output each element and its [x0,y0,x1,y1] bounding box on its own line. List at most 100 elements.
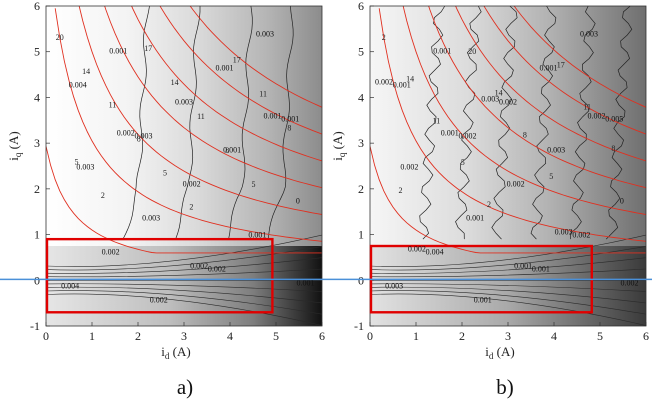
black-contour-label: 0.001 [296,279,314,288]
black-contour-label: 0.003 [256,29,274,38]
y-axis-label: iq (A) [6,131,23,160]
red-contour-label: 2 [189,203,193,212]
black-contour-line [570,6,596,240]
black-contour-line [491,6,518,240]
red-contour-label: 11 [109,101,117,110]
black-contour-label: 0.001 [441,128,459,137]
contour-fill-upper [46,6,322,246]
red-contour-label: 8 [225,146,229,155]
black-contour-label: 0.001 [109,46,127,55]
highlight-box [45,237,274,314]
red-contour-label: 5 [75,157,79,166]
red-contour-label: 11 [433,116,441,125]
y-tick-label: 1 [34,228,40,242]
black-contour-label: 0.004 [61,282,79,291]
black-contour-label: 0.002 [400,162,418,171]
x-axis-label: id (A) [161,344,190,361]
fan-contour-line [370,290,646,315]
y-tick-label: 2 [358,182,364,196]
y-tick-label: 0 [34,273,40,287]
y-tick-label: 4 [358,90,364,104]
red-contour-label: 8 [287,123,291,132]
black-contour-label: 0.002 [183,179,201,188]
red-contour-label: 11 [197,112,205,121]
y-tick-label: 4 [34,90,40,104]
fan-contour-line [46,293,322,326]
red-contour-label: 5 [461,158,465,167]
subfigure-label: b) [496,375,514,399]
x-tick-label: 0 [43,329,49,343]
y-tick-label: 5 [34,45,40,59]
red-contour-label: 20 [56,33,64,42]
black-contour-label: 0.002 [588,111,606,120]
fan-contour-line [46,257,322,274]
y-tick-label: 5 [358,45,364,59]
fan-contour-line [370,257,646,274]
red-contour-line [131,6,322,162]
fan-contour-line [370,293,646,326]
red-contour-label: 14 [495,89,503,98]
black-contour-label: 0.001 [248,230,266,239]
y-axis-label: iq (A) [330,131,347,160]
fan-contour-line [46,268,322,278]
red-contour-label: 5 [252,180,256,189]
red-contour-label: 14 [82,67,90,76]
black-contour-label: 0.002 [459,131,477,140]
fan-contour-line [46,290,322,315]
red-contour-line [483,6,646,135]
x-tick-label: 1 [413,329,419,343]
black-contour-label: 0.005 [605,114,623,123]
black-contour-line [122,6,150,240]
black-contour-label: 0.001 [433,46,451,55]
black-contour-label: 0.003 [555,228,573,237]
black-contour-label: 0.001 [281,114,299,123]
red-contour-label: 17 [144,44,152,53]
fan-contour-line [370,286,646,304]
red-contour-label: 2 [399,186,403,195]
x-tick-label: 3 [505,329,511,343]
red-contour-line [455,6,646,162]
black-contour-label: 0.001 [474,296,492,305]
black-contour-label: 0.001 [393,80,411,89]
black-contour-line [530,6,557,240]
red-contour-line [428,6,646,189]
black-contour-line [175,6,201,240]
red-contour-line [370,146,646,254]
y-tick-label: 2 [34,182,40,196]
black-contour-label: 0 [296,196,300,205]
black-contour-label: 0.001 [223,145,241,154]
red-contour-line [513,6,646,108]
x-tick-label: 6 [319,329,325,343]
red-contour-line [378,8,646,242]
black-contour-label: 0.002 [102,248,120,257]
black-contour-label: 0 [620,196,624,205]
fan-contour-line [46,234,322,267]
black-contour-label: 0.001 [532,265,550,274]
red-contour-label: 11 [583,102,591,111]
y-tick-label: 0 [358,273,364,287]
black-contour-label: 0.002 [408,245,426,254]
x-tick-label: 2 [459,329,465,343]
fan-contour-line [370,234,646,267]
black-contour-label: 0.001 [514,262,532,271]
black-contour-label: 0.002 [150,296,168,305]
y-tick-label: -1 [30,319,40,333]
x-tick-label: 6 [643,329,649,343]
y-tick-label: 6 [34,0,40,13]
black-contour-line [267,6,294,240]
black-contour-label: 0.003 [580,29,598,38]
red-contour-label: 11 [259,89,267,98]
black-contour-label: 0.002 [117,128,135,137]
red-contour-label: 5 [549,172,553,181]
red-contour-line [402,6,646,215]
black-contour-label: 0.001 [264,111,282,120]
fan-contour-line [370,283,646,292]
black-contour-label: 0.003 [547,145,565,154]
x-tick-label: 4 [551,329,557,343]
black-contour-line [228,6,253,240]
x-axis-label: id (A) [485,344,514,361]
red-contour-line [78,6,322,215]
